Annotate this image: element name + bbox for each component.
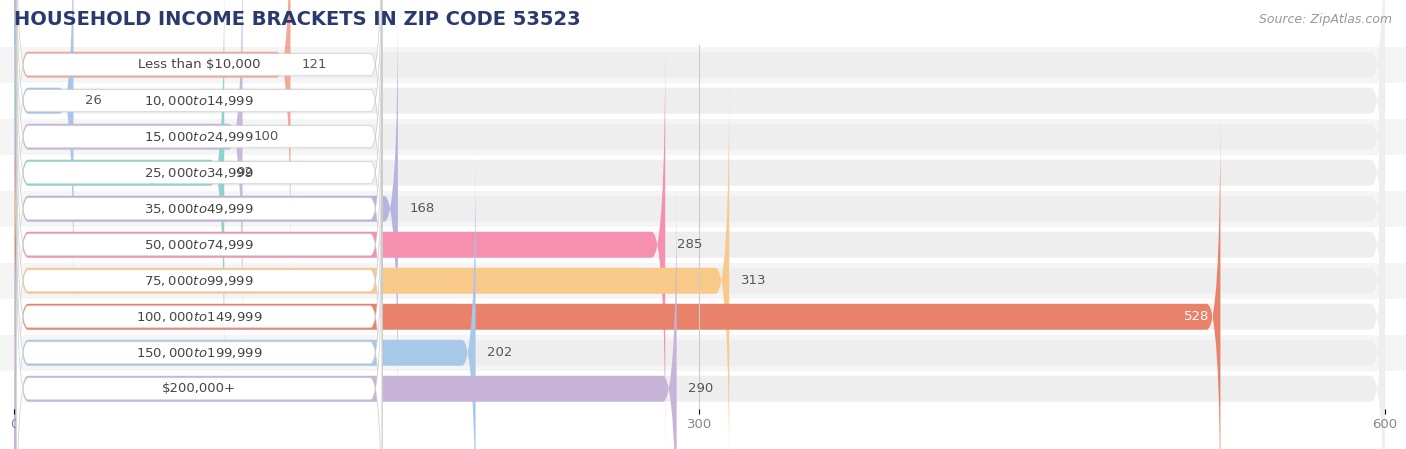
FancyBboxPatch shape xyxy=(14,42,665,448)
FancyBboxPatch shape xyxy=(14,0,1385,376)
Bar xyxy=(0,119,1406,155)
FancyBboxPatch shape xyxy=(17,40,382,378)
Bar xyxy=(0,155,1406,191)
FancyBboxPatch shape xyxy=(14,0,1385,268)
Text: 92: 92 xyxy=(236,166,253,179)
Bar xyxy=(0,47,1406,83)
FancyBboxPatch shape xyxy=(14,6,1385,412)
Text: $25,000 to $34,999: $25,000 to $34,999 xyxy=(145,166,254,180)
FancyBboxPatch shape xyxy=(14,78,1385,449)
Text: 26: 26 xyxy=(84,94,101,107)
Bar xyxy=(0,191,1406,227)
FancyBboxPatch shape xyxy=(14,42,1385,448)
Bar xyxy=(0,335,1406,371)
Text: HOUSEHOLD INCOME BRACKETS IN ZIP CODE 53523: HOUSEHOLD INCOME BRACKETS IN ZIP CODE 53… xyxy=(14,10,581,30)
FancyBboxPatch shape xyxy=(17,4,382,342)
FancyBboxPatch shape xyxy=(14,0,1385,340)
Bar xyxy=(0,263,1406,299)
FancyBboxPatch shape xyxy=(14,78,730,449)
FancyBboxPatch shape xyxy=(17,0,382,270)
Bar xyxy=(0,227,1406,263)
FancyBboxPatch shape xyxy=(17,112,382,449)
FancyBboxPatch shape xyxy=(14,114,1220,449)
FancyBboxPatch shape xyxy=(17,148,382,449)
FancyBboxPatch shape xyxy=(17,220,382,449)
Text: 285: 285 xyxy=(676,238,702,251)
Text: $75,000 to $99,999: $75,000 to $99,999 xyxy=(145,274,254,288)
FancyBboxPatch shape xyxy=(14,0,291,268)
FancyBboxPatch shape xyxy=(14,186,676,449)
FancyBboxPatch shape xyxy=(14,0,1385,304)
FancyBboxPatch shape xyxy=(14,0,225,376)
Text: 202: 202 xyxy=(486,346,512,359)
Text: 100: 100 xyxy=(254,130,280,143)
Bar xyxy=(0,83,1406,119)
Text: Less than $10,000: Less than $10,000 xyxy=(138,58,260,71)
FancyBboxPatch shape xyxy=(17,76,382,414)
FancyBboxPatch shape xyxy=(17,0,382,234)
Text: 168: 168 xyxy=(409,202,434,215)
Text: $150,000 to $199,999: $150,000 to $199,999 xyxy=(136,346,263,360)
FancyBboxPatch shape xyxy=(14,0,73,304)
FancyBboxPatch shape xyxy=(14,0,243,340)
Text: 121: 121 xyxy=(302,58,328,71)
FancyBboxPatch shape xyxy=(14,150,1385,449)
Text: $100,000 to $149,999: $100,000 to $149,999 xyxy=(136,310,263,324)
Text: $15,000 to $24,999: $15,000 to $24,999 xyxy=(145,130,254,144)
FancyBboxPatch shape xyxy=(14,114,1385,449)
Text: 313: 313 xyxy=(741,274,766,287)
Text: 290: 290 xyxy=(688,382,713,395)
Text: $10,000 to $14,999: $10,000 to $14,999 xyxy=(145,94,254,108)
FancyBboxPatch shape xyxy=(14,6,398,412)
FancyBboxPatch shape xyxy=(14,150,475,449)
Text: Source: ZipAtlas.com: Source: ZipAtlas.com xyxy=(1258,13,1392,26)
FancyBboxPatch shape xyxy=(17,184,382,449)
Text: $50,000 to $74,999: $50,000 to $74,999 xyxy=(145,238,254,252)
Text: 528: 528 xyxy=(1184,310,1209,323)
Text: $35,000 to $49,999: $35,000 to $49,999 xyxy=(145,202,254,216)
FancyBboxPatch shape xyxy=(17,0,382,306)
Bar xyxy=(0,299,1406,335)
Text: $200,000+: $200,000+ xyxy=(162,382,236,395)
FancyBboxPatch shape xyxy=(14,186,1385,449)
Bar xyxy=(0,371,1406,407)
